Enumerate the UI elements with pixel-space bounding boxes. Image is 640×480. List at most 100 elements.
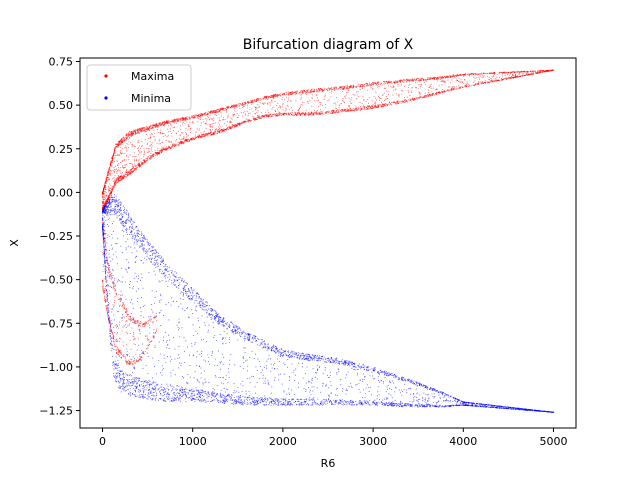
data-point-maxima bbox=[117, 146, 119, 148]
data-point-maxima bbox=[125, 148, 127, 150]
data-point-maxima bbox=[507, 73, 509, 75]
data-point-maxima bbox=[426, 78, 429, 81]
data-point-maxima bbox=[240, 123, 242, 125]
data-point-maxima bbox=[113, 336, 115, 338]
data-point-maxima bbox=[156, 154, 158, 156]
data-point-maxima bbox=[494, 78, 496, 80]
data-point-maxima bbox=[269, 104, 271, 106]
data-point-maxima bbox=[399, 80, 401, 82]
data-point-maxima bbox=[295, 112, 297, 114]
data-point-maxima bbox=[135, 166, 138, 168]
data-point-maxima bbox=[348, 106, 350, 108]
data-point-maxima bbox=[286, 104, 288, 106]
data-point-maxima bbox=[114, 290, 116, 292]
data-point-maxima bbox=[160, 151, 163, 153]
data-point-maxima bbox=[142, 128, 144, 130]
data-point-maxima bbox=[275, 110, 277, 113]
data-point-maxima bbox=[167, 148, 169, 150]
data-point-maxima bbox=[365, 84, 368, 86]
data-point-maxima bbox=[191, 121, 193, 124]
data-point-maxima bbox=[404, 99, 406, 101]
data-point-maxima bbox=[300, 113, 302, 116]
data-point-maxima bbox=[412, 86, 414, 88]
data-point-maxima bbox=[283, 112, 286, 114]
data-point-maxima bbox=[327, 110, 329, 112]
data-point-maxima bbox=[400, 100, 402, 102]
data-point-maxima bbox=[104, 295, 106, 297]
data-point-maxima bbox=[148, 157, 150, 159]
data-point-maxima bbox=[434, 78, 436, 80]
data-point-maxima bbox=[115, 293, 117, 295]
data-point-maxima bbox=[398, 96, 400, 98]
data-point-maxima bbox=[163, 132, 165, 135]
data-point-maxima bbox=[433, 94, 435, 96]
data-point-maxima bbox=[389, 102, 391, 105]
data-point-maxima bbox=[302, 89, 304, 91]
data-point-maxima bbox=[150, 155, 152, 157]
data-point-maxima bbox=[126, 170, 128, 172]
data-point-maxima bbox=[149, 141, 151, 143]
data-point-maxima bbox=[208, 123, 210, 125]
data-point-maxima bbox=[111, 165, 113, 167]
data-point-maxima bbox=[102, 264, 104, 266]
data-point-maxima bbox=[287, 106, 289, 108]
data-point-maxima bbox=[130, 142, 132, 144]
data-point-maxima bbox=[118, 340, 120, 343]
data-point-maxima bbox=[290, 100, 292, 102]
data-point-maxima bbox=[172, 120, 174, 122]
data-point-maxima bbox=[328, 99, 330, 101]
data-point-maxima bbox=[371, 82, 374, 84]
data-point-maxima bbox=[170, 146, 172, 148]
data-point-maxima bbox=[367, 89, 369, 91]
data-point-maxima bbox=[133, 168, 135, 170]
data-point-maxima bbox=[485, 82, 487, 84]
data-point-maxima bbox=[320, 109, 322, 111]
data-point-maxima bbox=[105, 191, 107, 193]
data-point-maxima bbox=[103, 188, 105, 190]
data-point-maxima bbox=[213, 122, 215, 124]
data-point-maxima bbox=[272, 96, 274, 98]
data-point-maxima bbox=[298, 112, 300, 114]
data-point-maxima bbox=[105, 197, 107, 199]
data-point-maxima bbox=[369, 85, 371, 87]
data-point-maxima bbox=[352, 85, 354, 87]
data-point-maxima bbox=[224, 122, 226, 125]
data-point-maxima bbox=[486, 81, 488, 83]
data-point-maxima bbox=[116, 346, 118, 349]
data-point-maxima bbox=[124, 164, 126, 166]
data-point-maxima bbox=[175, 143, 178, 145]
data-point-maxima bbox=[407, 86, 410, 89]
data-point-maxima bbox=[195, 131, 197, 134]
data-point-maxima bbox=[107, 176, 109, 178]
data-point-maxima bbox=[161, 122, 163, 124]
data-point-maxima bbox=[282, 114, 284, 116]
data-point-maxima bbox=[114, 165, 117, 167]
data-point-maxima bbox=[310, 112, 312, 114]
data-point-maxima bbox=[359, 106, 362, 108]
data-point-maxima bbox=[193, 138, 195, 141]
data-point-maxima bbox=[296, 90, 298, 92]
data-point-maxima bbox=[320, 111, 322, 113]
data-point-maxima bbox=[459, 82, 461, 84]
data-point-maxima bbox=[401, 90, 404, 92]
data-point-maxima bbox=[482, 82, 484, 85]
data-point-maxima bbox=[212, 126, 214, 128]
data-point-maxima bbox=[337, 110, 339, 112]
data-point-maxima bbox=[266, 115, 268, 117]
data-point-maxima bbox=[209, 115, 211, 117]
data-point-maxima bbox=[483, 81, 486, 84]
data-point-maxima bbox=[158, 122, 160, 124]
data-point-maxima bbox=[460, 74, 462, 76]
data-point-maxima bbox=[196, 128, 198, 130]
data-point-maxima bbox=[396, 80, 398, 82]
data-point-maxima bbox=[147, 322, 149, 324]
data-point-maxima bbox=[492, 80, 494, 82]
data-point-maxima bbox=[176, 139, 178, 141]
data-point-maxima bbox=[432, 76, 434, 79]
data-point-maxima bbox=[141, 141, 143, 143]
data-point-maxima bbox=[346, 108, 348, 110]
data-point-maxima bbox=[491, 79, 493, 81]
data-point-maxima bbox=[181, 123, 183, 125]
data-point-maxima bbox=[139, 354, 141, 356]
data-point-maxima bbox=[149, 144, 151, 146]
